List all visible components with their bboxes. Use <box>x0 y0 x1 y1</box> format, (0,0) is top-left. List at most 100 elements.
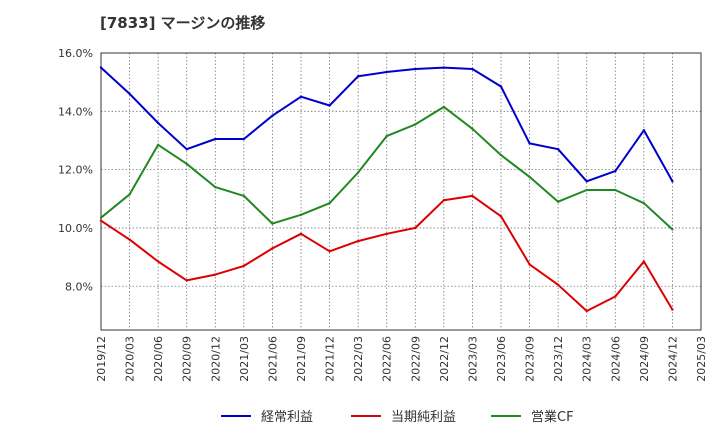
data-point <box>328 104 331 107</box>
data-point <box>442 199 446 202</box>
data-point <box>299 95 303 98</box>
data-point <box>356 171 360 174</box>
data-point <box>671 180 674 183</box>
data-point <box>671 228 674 231</box>
data-point <box>556 148 560 151</box>
data-point <box>642 260 646 263</box>
data-point <box>99 66 103 69</box>
data-point <box>528 263 531 266</box>
data-point <box>385 232 388 235</box>
x-tick-label: 2024/12 <box>666 336 679 382</box>
x-tick-label: 2023/09 <box>524 336 537 382</box>
data-point <box>128 92 131 96</box>
x-tick-label: 2024/06 <box>609 336 622 382</box>
data-point <box>471 127 474 131</box>
data-point <box>156 121 160 125</box>
axis-layer: 8.0% 10.0% 12.0% 14.0% 16.0% 2019/12 2020/03 20… <box>58 47 708 382</box>
legend: 経常利益 当期純利益 営業CF <box>221 409 574 425</box>
data-point <box>585 180 588 183</box>
plot-frame <box>100 52 702 331</box>
grid-layer <box>100 52 702 330</box>
x-tick-label: 2023/06 <box>495 336 508 382</box>
y-tick-label: 8.0% <box>65 280 93 293</box>
data-point <box>185 279 188 282</box>
data-point <box>385 134 388 138</box>
data-point <box>614 295 617 298</box>
data-point <box>271 222 274 225</box>
data-point <box>414 226 417 230</box>
y-tick-label: 12.0% <box>58 164 93 177</box>
data-point <box>356 75 360 78</box>
data-point <box>128 193 131 196</box>
x-tick-label: 2020/03 <box>124 336 137 382</box>
x-tick-label: 2022/03 <box>352 336 365 382</box>
x-tick-label: 2023/03 <box>466 336 479 382</box>
x-tick-label: 2022/09 <box>409 336 422 382</box>
data-point <box>214 273 217 276</box>
data-point <box>156 143 160 147</box>
x-tick-label: 2019/12 <box>95 336 108 382</box>
y-tick-label: 16.0% <box>58 47 93 60</box>
x-tick-label: 2021/09 <box>295 336 308 382</box>
x-tick-label: 2022/12 <box>438 336 451 382</box>
x-tick-label: 2024/03 <box>581 336 594 382</box>
data-point <box>185 162 188 165</box>
legend-label-1: 経常利益 <box>261 410 313 425</box>
data-point <box>642 129 646 132</box>
x-tick-label: 2020/12 <box>209 336 222 382</box>
chart-title: [7833] マージンの推移 <box>100 14 266 32</box>
x-tick-label: 2024/09 <box>638 336 651 382</box>
data-point <box>128 238 131 241</box>
data-point <box>385 70 388 74</box>
legend-label-2: 当期純利益 <box>391 410 456 425</box>
data-point <box>442 66 446 69</box>
data-point <box>585 188 588 192</box>
data-point <box>99 216 103 219</box>
data-point <box>242 194 246 198</box>
data-point <box>614 188 617 192</box>
legend-label-3: 営業CF <box>531 409 574 425</box>
x-tick-label: 2021/03 <box>238 336 251 382</box>
data-point <box>414 67 417 71</box>
data-point <box>556 283 560 287</box>
data-point <box>242 137 246 141</box>
data-point <box>471 67 474 71</box>
data-point <box>214 137 217 141</box>
x-tick-label: 2021/06 <box>266 336 279 382</box>
data-point <box>499 215 503 218</box>
data-point <box>528 175 531 179</box>
data-point <box>99 219 103 222</box>
data-point <box>499 85 503 88</box>
data-point <box>671 308 674 311</box>
data-point <box>185 148 188 151</box>
y-tick-label: 14.0% <box>58 105 93 118</box>
x-tick-label: 2025/03 <box>695 336 708 382</box>
data-point <box>328 201 331 205</box>
data-point <box>442 105 446 109</box>
data-point <box>214 185 217 189</box>
data-point <box>242 264 246 268</box>
x-tick-label: 2021/12 <box>324 336 337 382</box>
x-tick-label: 2020/06 <box>152 336 165 382</box>
series-layer <box>99 66 674 313</box>
y-tick-label: 10.0% <box>58 222 93 235</box>
data-point <box>556 200 560 203</box>
x-tick-label: 2023/12 <box>552 336 565 382</box>
data-point <box>156 260 160 263</box>
x-tick-label: 2020/09 <box>181 336 194 382</box>
data-point <box>471 194 474 198</box>
data-point <box>414 123 417 126</box>
data-point <box>328 250 331 253</box>
data-point <box>299 213 303 217</box>
data-point <box>499 153 503 157</box>
data-point <box>299 232 303 235</box>
data-point <box>614 169 617 173</box>
data-point <box>356 239 360 243</box>
data-point <box>642 201 646 205</box>
data-point <box>585 309 588 313</box>
x-tick-label: 2022/06 <box>381 336 394 382</box>
data-point <box>271 247 274 250</box>
data-point <box>528 142 531 145</box>
